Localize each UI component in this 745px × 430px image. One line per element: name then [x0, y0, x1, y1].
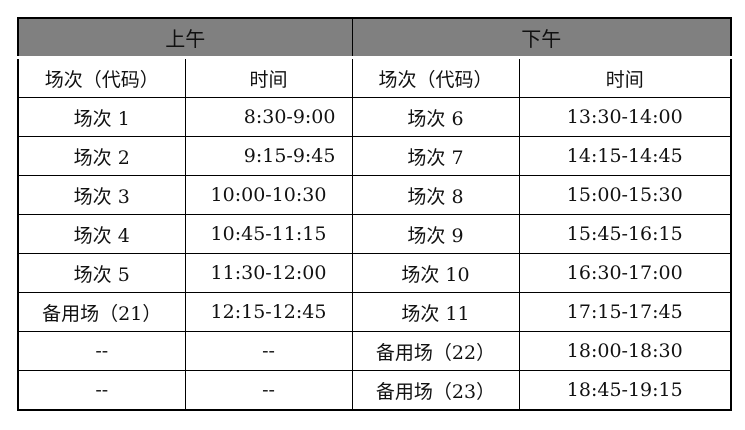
am-time-cell: 9:15-9:45: [184, 136, 353, 176]
am-time-header: 时间: [184, 57, 353, 98]
table-row: 备用场（21） 12:15-12:45 场次 11 17:15-17:45: [17, 292, 732, 332]
pm-session-cell: 备用场（22）: [351, 331, 520, 371]
pm-time-cell: 17:15-17:45: [518, 292, 732, 332]
am-session-cell: --: [17, 370, 186, 411]
am-time-cell: 12:15-12:45: [184, 292, 353, 332]
table-row: 场次 5 11:30-12:00 场次 10 16:30-17:00: [17, 253, 732, 293]
pm-session-cell: 场次 10: [351, 253, 520, 293]
pm-time-cell: 18:00-18:30: [518, 331, 732, 371]
pm-time-cell: 16:30-17:00: [518, 253, 732, 293]
schedule-table: 上午 下午 场次（代码） 时间 场次（代码） 时间 场次 1 8:30-9:00 场…: [17, 17, 732, 411]
pm-time-cell: 14:15-14:45: [518, 136, 732, 176]
am-session-cell: 场次 4: [17, 214, 186, 254]
table-row: 场次 4 10:45-11:15 场次 9 15:45-16:15: [17, 214, 732, 254]
table-row: -- -- 备用场（23） 18:45-19:15: [17, 370, 732, 411]
pm-session-header: 场次（代码）: [351, 57, 520, 98]
am-session-cell: 备用场（21）: [17, 292, 186, 332]
am-session-cell: 场次 3: [17, 175, 186, 215]
am-session-cell: --: [17, 331, 186, 371]
pm-session-cell: 场次 9: [351, 214, 520, 254]
table-row: 场次 1 8:30-9:00 场次 6 13:30-14:00: [17, 97, 732, 137]
column-header-row: 场次（代码） 时间 场次（代码） 时间: [17, 57, 732, 98]
am-session-cell: 场次 5: [17, 253, 186, 293]
table-row: 场次 2 9:15-9:45 场次 7 14:15-14:45: [17, 136, 732, 176]
pm-session-cell: 备用场（23）: [351, 370, 520, 411]
am-time-cell: --: [184, 331, 353, 371]
period-header-row: 上午 下午: [17, 17, 732, 59]
am-session-cell: 场次 2: [17, 136, 186, 176]
morning-header: 上午: [17, 17, 353, 59]
pm-time-cell: 15:00-15:30: [518, 175, 732, 215]
pm-time-header: 时间: [518, 57, 732, 98]
pm-session-cell: 场次 8: [351, 175, 520, 215]
am-time-cell: --: [184, 370, 353, 411]
pm-session-cell: 场次 11: [351, 292, 520, 332]
am-time-cell: 10:00-10:30: [184, 175, 353, 215]
table-row: 场次 3 10:00-10:30 场次 8 15:00-15:30: [17, 175, 732, 215]
pm-time-cell: 13:30-14:00: [518, 97, 732, 137]
am-time-cell: 10:45-11:15: [184, 214, 353, 254]
am-time-cell: 8:30-9:00: [184, 97, 353, 137]
pm-time-cell: 15:45-16:15: [518, 214, 732, 254]
pm-time-cell: 18:45-19:15: [518, 370, 732, 411]
am-session-cell: 场次 1: [17, 97, 186, 137]
afternoon-header: 下午: [351, 17, 732, 59]
pm-session-cell: 场次 6: [351, 97, 520, 137]
pm-session-cell: 场次 7: [351, 136, 520, 176]
table-row: -- -- 备用场（22） 18:00-18:30: [17, 331, 732, 371]
am-time-cell: 11:30-12:00: [184, 253, 353, 293]
am-session-header: 场次（代码）: [17, 57, 186, 98]
